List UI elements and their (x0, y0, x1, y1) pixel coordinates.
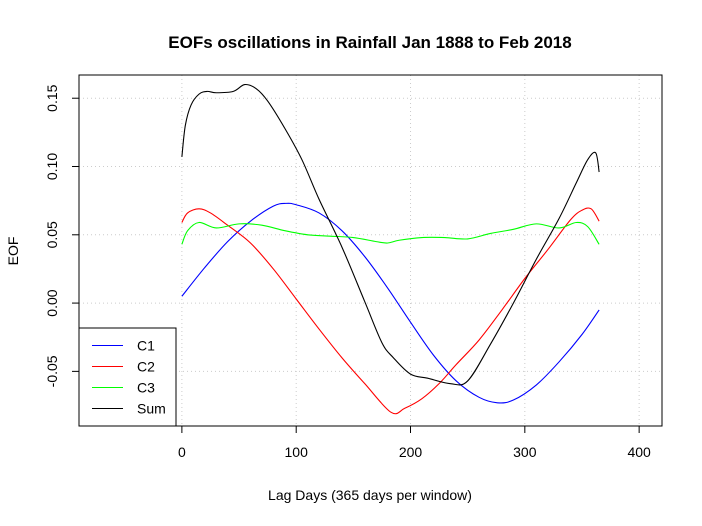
y-tick-label: 0.00 (44, 289, 60, 316)
series-layer (181, 83, 600, 415)
x-tick-label: 100 (285, 444, 309, 460)
y-tick-label: 0.10 (44, 153, 60, 180)
x-axis: 0 100 200 300 400 (178, 425, 651, 460)
grid (79, 75, 662, 426)
legend-label-c2: C2 (137, 359, 155, 375)
series-line-c1 (181, 202, 600, 404)
y-tick-label: 0.05 (44, 221, 60, 248)
legend-label-sum: Sum (137, 401, 166, 417)
x-tick-label: 200 (399, 444, 423, 460)
y-tick-label: -0.05 (44, 355, 60, 387)
x-tick-label: 400 (627, 444, 651, 460)
chart-title: EOFs oscillations in Rainfall Jan 1888 t… (168, 33, 571, 52)
legend-label-c1: C1 (137, 338, 155, 354)
y-axis: -0.05 0.00 0.05 0.10 0.15 (44, 84, 80, 387)
series-line-sum (181, 83, 600, 386)
y-tick-label: 0.15 (44, 84, 60, 111)
series-line-c2 (181, 207, 600, 415)
legend-box (78, 327, 177, 427)
legend-label-c3: C3 (137, 380, 155, 396)
legend: C1 C2 C3 Sum (78, 327, 177, 427)
x-tick-label: 300 (513, 444, 537, 460)
y-axis-label: EOF (5, 237, 21, 266)
x-axis-label: Lag Days (365 days per window) (268, 487, 472, 503)
x-tick-label: 0 (178, 444, 186, 460)
series-line-c3 (181, 221, 600, 245)
